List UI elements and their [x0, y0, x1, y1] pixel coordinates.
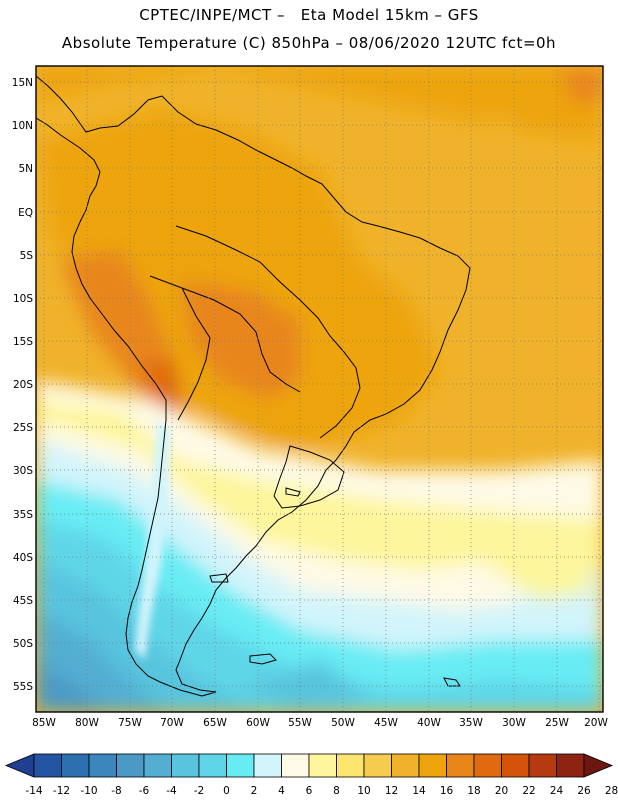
- legend-swatch: [61, 753, 90, 778]
- lat-label: 20S: [13, 379, 33, 391]
- legend-label: 0: [223, 785, 230, 797]
- legend-swatch: [308, 753, 337, 778]
- lat-label: 15S: [13, 336, 33, 348]
- legend-label: -4: [166, 785, 177, 797]
- lat-label: 10S: [13, 293, 33, 305]
- lon-label: 30W: [502, 717, 526, 729]
- legend-label: 8: [333, 785, 340, 797]
- lat-label: 15N: [12, 77, 33, 89]
- legend-label: -10: [80, 785, 97, 797]
- legend-label: 22: [522, 785, 535, 797]
- lat-label: 35S: [13, 509, 33, 521]
- legend-label: 18: [467, 785, 480, 797]
- coastlines: [36, 75, 471, 697]
- legend-label: 16: [440, 785, 454, 797]
- lat-label: 40S: [13, 552, 33, 564]
- legend-label: -6: [139, 785, 150, 797]
- longitude-labels: 85W 80W 75W 70W 65W 60W 55W 50W 45W 40W …: [32, 717, 608, 729]
- legend-swatch: [253, 753, 282, 778]
- lat-label: 45S: [13, 595, 33, 607]
- lon-label: 80W: [75, 717, 99, 729]
- legend-swatch: [336, 753, 365, 778]
- legend-swatch: [556, 753, 585, 778]
- lon-label: 65W: [203, 717, 227, 729]
- lon-label: 20W: [584, 717, 608, 729]
- legend-label: 14: [412, 785, 426, 797]
- legend-swatch: [143, 753, 172, 778]
- legend-swatch: [226, 753, 255, 778]
- color-legend: -14 -12 -10 -8 -6 -4 -2 0 2 4 6 8 10 12 14 16 18 20 22 24 26…: [4, 753, 618, 797]
- legend-swatch: [116, 753, 145, 778]
- legend-swatch: [528, 753, 557, 778]
- legend-swatch: [33, 753, 62, 778]
- legend-swatch: [198, 753, 227, 778]
- legend-swatch: [446, 753, 475, 778]
- legend-label: 10: [357, 785, 370, 797]
- legend-swatch: [363, 753, 392, 778]
- latitude-labels: 15N 10N 5N EQ 5S 10S 15S 20S 25S 30S 35S…: [12, 77, 34, 693]
- lat-label: 5S: [20, 250, 34, 262]
- lon-label: 45W: [374, 717, 398, 729]
- lon-label: 75W: [118, 717, 142, 729]
- lon-label: 35W: [459, 717, 483, 729]
- lon-label: 50W: [331, 717, 355, 729]
- legend-label: -14: [25, 785, 42, 797]
- legend-label: 4: [278, 785, 285, 797]
- map-title-line1: CPTEC/INPE/MCT – Eta Model 15km – GFS: [139, 6, 479, 24]
- legend-label: 2: [251, 785, 258, 797]
- legend-swatch: [473, 753, 502, 778]
- map-title-line2: Absolute Temperature (C) 850hPa – 08/06/…: [61, 34, 557, 52]
- legend-swatch: [583, 753, 614, 778]
- legend-label: 20: [495, 785, 508, 797]
- graticule: [36, 66, 603, 712]
- legend-swatch: [171, 753, 200, 778]
- legend-swatch: [391, 753, 420, 778]
- legend-label: 12: [385, 785, 398, 797]
- lon-label: 40W: [417, 717, 441, 729]
- lon-label: 55W: [288, 717, 312, 729]
- legend-label: 24: [550, 785, 564, 797]
- legend-label: 26: [577, 785, 591, 797]
- lat-label: EQ: [18, 207, 33, 219]
- lat-label: 55S: [13, 681, 33, 693]
- lat-label: 30S: [13, 465, 33, 477]
- lat-label: 10N: [12, 120, 33, 132]
- legend-label: -2: [194, 785, 204, 797]
- legend-label: -12: [53, 785, 70, 797]
- map-frame: [35, 65, 604, 713]
- legend-swatch: [4, 753, 35, 778]
- lon-label: 85W: [32, 717, 56, 729]
- lon-label: 70W: [160, 717, 184, 729]
- lon-label: 25W: [545, 717, 569, 729]
- lat-label: 5N: [18, 163, 33, 175]
- temperature-field: [36, 66, 603, 712]
- legend-label: 28: [605, 785, 618, 797]
- lat-label: 50S: [13, 638, 33, 650]
- lat-label: 25S: [13, 422, 33, 434]
- legend-swatch: [88, 753, 117, 778]
- legend-label: -8: [111, 785, 121, 797]
- legend-swatch: [418, 753, 447, 778]
- legend-label: 6: [306, 785, 313, 797]
- legend-swatch: [281, 753, 310, 778]
- lon-label: 60W: [246, 717, 270, 729]
- legend-swatch: [501, 753, 530, 778]
